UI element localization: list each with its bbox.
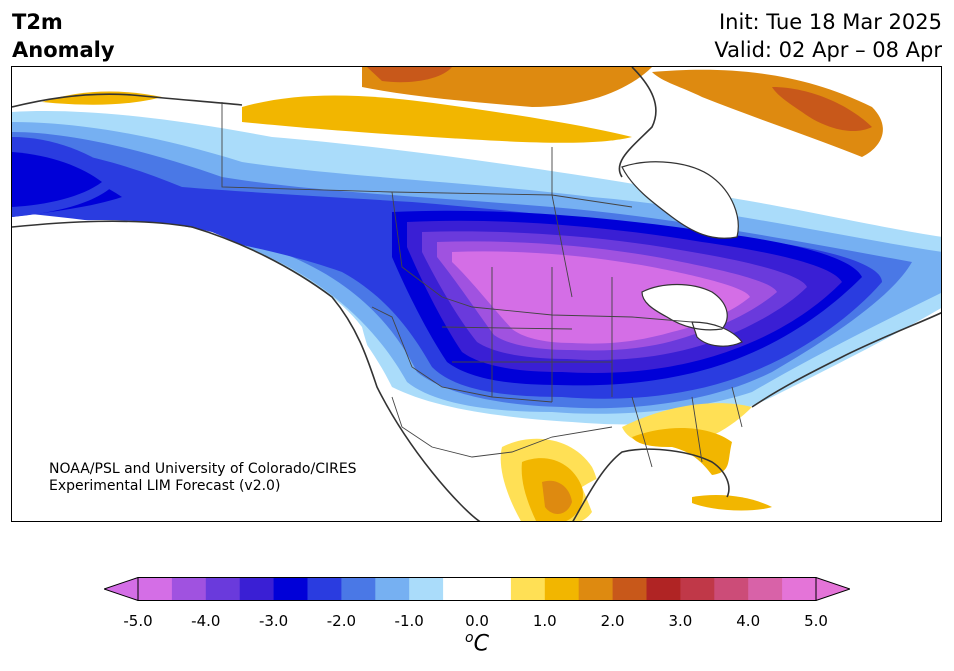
colorbar-tick-label: 1.0 [532, 612, 557, 630]
colorbar-bin-4 [273, 577, 308, 601]
colorbar-bin-1 [171, 577, 207, 601]
colorbar-over-extension [815, 576, 852, 602]
colorbar-tick-labels: -5.0 -4.0 -3.0 -2.0 -1.0 0.0 1.0 2.0 3.0 4.0 5.0 [0, 612, 954, 632]
map-title-line2: Anomaly [12, 38, 115, 62]
pacific-ocean [12, 220, 481, 521]
political-borders [221, 102, 743, 468]
mexico-hot-spot [542, 480, 572, 514]
colorbar-tick-label: 4.0 [736, 612, 761, 630]
init-date: Init: Tue 18 Mar 2025 [718, 10, 942, 34]
colorbar-graphic [102, 576, 852, 602]
coastlines [12, 67, 941, 521]
colorbar-tick-label: 2.0 [600, 612, 625, 630]
arctic-islands-hot [367, 67, 452, 83]
colorbar-bin-16 [714, 577, 749, 601]
greenland-hot-core [772, 87, 872, 132]
colorbar-bin-8 [409, 577, 444, 601]
colorbar-bin-12 [578, 577, 614, 601]
colorbar-under-extension [102, 576, 139, 602]
colorbar-bin-17 [748, 577, 783, 601]
units-label: C [473, 631, 489, 657]
credit-line2: Experimental LIM Forecast (v2.0) [49, 478, 281, 494]
colorbar-bin-3 [239, 577, 275, 601]
colorbar-tick-label: -3.0 [258, 612, 289, 630]
colorbar-tick-label: 5.0 [804, 612, 828, 630]
colorbar-units: oC [465, 630, 489, 656]
colorbar-tick-label: -5.0 [123, 612, 153, 630]
greenland-warm-zone [652, 69, 883, 157]
map-title-line1: T2m [12, 10, 63, 34]
colorbar-bin-13 [612, 577, 647, 601]
caribbean-warm [692, 495, 772, 511]
atlantic-ocean [772, 347, 941, 521]
colorbar-bin-2 [205, 577, 241, 601]
colorbar [102, 576, 852, 602]
map-title: T2m Anomaly [12, 8, 115, 64]
colorbar-tick-label: -4.0 [191, 612, 221, 630]
colorbar-bin-11 [544, 577, 580, 601]
credit-text: NOAA/PSL and University of Colorado/CIRE… [49, 461, 357, 495]
arctic-warm-zone [242, 95, 632, 143]
florida-warm [632, 427, 732, 475]
colorbar-tick-label: -2.0 [326, 612, 357, 630]
colorbar-bin-15 [680, 577, 715, 601]
forecast-dates: Init: Tue 18 Mar 2025 Valid: 02 Apr – 08… [714, 8, 942, 64]
colorbar-bin-7 [375, 577, 410, 601]
colorbar-bin-10 [510, 577, 546, 601]
colorbar-frame [137, 577, 817, 601]
colorbar-bin-18 [782, 577, 817, 601]
colorbar-bin-14 [646, 577, 681, 601]
colorbar-bin-6 [341, 577, 376, 601]
credit-line1: NOAA/PSL and University of Colorado/CIRE… [49, 461, 357, 477]
colorbar-bin-9 [443, 577, 512, 601]
units-superscript: o [465, 630, 474, 646]
gulf-of-mexico [582, 465, 696, 516]
colorbar-bin-5 [307, 577, 342, 601]
map-canvas [12, 67, 941, 521]
colorbar-bin-0 [138, 577, 173, 601]
anomaly-map [11, 66, 942, 522]
colorbar-tick-label: 3.0 [668, 612, 693, 630]
valid-range: Valid: 02 Apr – 08 Apr [714, 38, 942, 62]
colorbar-tick-label: 0.0 [465, 612, 489, 630]
hudson-bay [621, 161, 739, 239]
great-lakes [641, 283, 743, 347]
colorbar-tick-label: -1.0 [394, 612, 424, 630]
alaska-cold-core [12, 152, 102, 207]
